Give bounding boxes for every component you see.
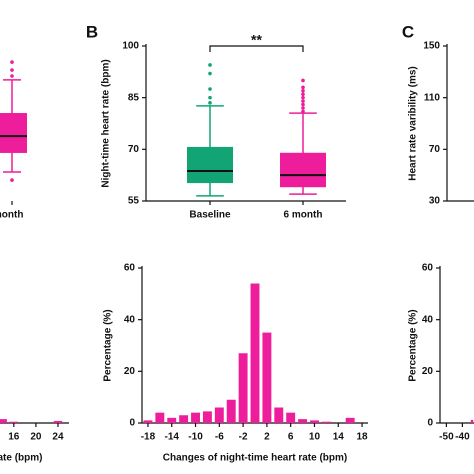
y-axis-label: Night-time heart rate (bpm) <box>101 59 112 187</box>
y-tick-label: 0 <box>129 418 135 429</box>
x-tick-label: 16 <box>8 432 20 443</box>
y-tick-label: 20 <box>422 366 434 377</box>
y-axis-label: Percentage (%) <box>103 309 114 381</box>
bar <box>179 415 189 423</box>
outlier <box>208 63 212 67</box>
x-tick-label: -14 <box>165 432 180 443</box>
x-tick-label: 6 month <box>0 210 23 221</box>
outlier <box>10 68 14 72</box>
bar <box>345 417 355 423</box>
y-tick-label: 70 <box>128 144 140 155</box>
bar <box>321 421 331 423</box>
x-tick-label: 20 <box>30 432 42 443</box>
outlier <box>208 71 212 76</box>
bar <box>298 419 308 423</box>
outlier <box>208 87 212 91</box>
y-tick-label: 55 <box>128 196 140 207</box>
x-tick-label: 2 <box>264 432 270 443</box>
outlier <box>301 109 305 114</box>
y-tick-label: 70 <box>429 144 441 155</box>
box <box>0 113 27 153</box>
y-tick-label: 30 <box>429 196 441 207</box>
outlier <box>301 78 305 83</box>
panel-label: C <box>402 22 414 41</box>
outlier <box>301 106 305 110</box>
y-tick-label: 60 <box>422 263 434 274</box>
x-tick-label: -2 <box>239 432 248 443</box>
bar <box>286 412 296 423</box>
bar <box>250 283 260 423</box>
bar <box>226 399 236 423</box>
x-tick-label: -18 <box>141 432 156 443</box>
bar <box>310 420 319 423</box>
x-tick-label: -6 <box>215 432 224 443</box>
significance-bracket <box>209 45 304 52</box>
y-tick-label: 100 <box>122 41 139 52</box>
outlier <box>10 60 14 64</box>
bar <box>155 412 165 423</box>
x-tick-label: 14 <box>333 432 345 443</box>
panel-label: B <box>86 22 98 41</box>
bar <box>214 407 224 423</box>
x-tick-label: 6 month <box>284 210 323 221</box>
y-tick-label: 40 <box>422 314 434 325</box>
bar <box>274 407 284 423</box>
y-axis-label: Heart rate varibility (ms) <box>408 66 419 181</box>
box <box>280 152 326 188</box>
x-axis-label: Changes of night-time heart rate (bpm) <box>163 453 347 464</box>
outlier <box>301 95 305 100</box>
outlier <box>301 92 305 97</box>
x-tick-label: -50 <box>439 432 454 443</box>
x-tick-label: 18 <box>356 432 368 443</box>
bar <box>167 417 177 423</box>
bar <box>143 420 153 423</box>
outlier <box>10 178 14 182</box>
annotation: ** <box>251 32 262 48</box>
x-tick-label: Baseline <box>189 210 231 221</box>
y-tick-label: 20 <box>124 366 136 377</box>
x-axis-label: ate (bpm) <box>0 453 43 464</box>
outlier <box>301 88 305 93</box>
box <box>187 146 233 184</box>
x-tick-label: 6 <box>288 432 294 443</box>
y-tick-label: 85 <box>128 92 140 103</box>
y-tick-label: 0 <box>427 418 433 429</box>
x-tick-label: -40 <box>455 432 470 443</box>
outlier <box>301 102 305 107</box>
x-tick-label: -10 <box>188 432 203 443</box>
bar <box>53 420 63 423</box>
y-tick-label: 40 <box>124 314 136 325</box>
y-tick-label: 150 <box>423 41 440 52</box>
bar <box>262 332 272 423</box>
outlier <box>208 95 212 100</box>
y-axis-label: Percentage (%) <box>408 309 419 381</box>
x-tick-label: 10 <box>309 432 321 443</box>
outlier <box>301 85 305 90</box>
bar <box>470 419 474 423</box>
bar <box>9 421 18 423</box>
bar <box>191 412 200 423</box>
bar <box>0 419 7 423</box>
outlier <box>208 101 212 105</box>
outlier <box>10 74 14 78</box>
y-tick-label: 110 <box>424 92 441 103</box>
bar <box>238 353 248 423</box>
x-tick-label: 24 <box>52 432 64 443</box>
bar <box>202 411 212 423</box>
outlier <box>301 99 305 103</box>
y-tick-label: 60 <box>124 263 136 274</box>
